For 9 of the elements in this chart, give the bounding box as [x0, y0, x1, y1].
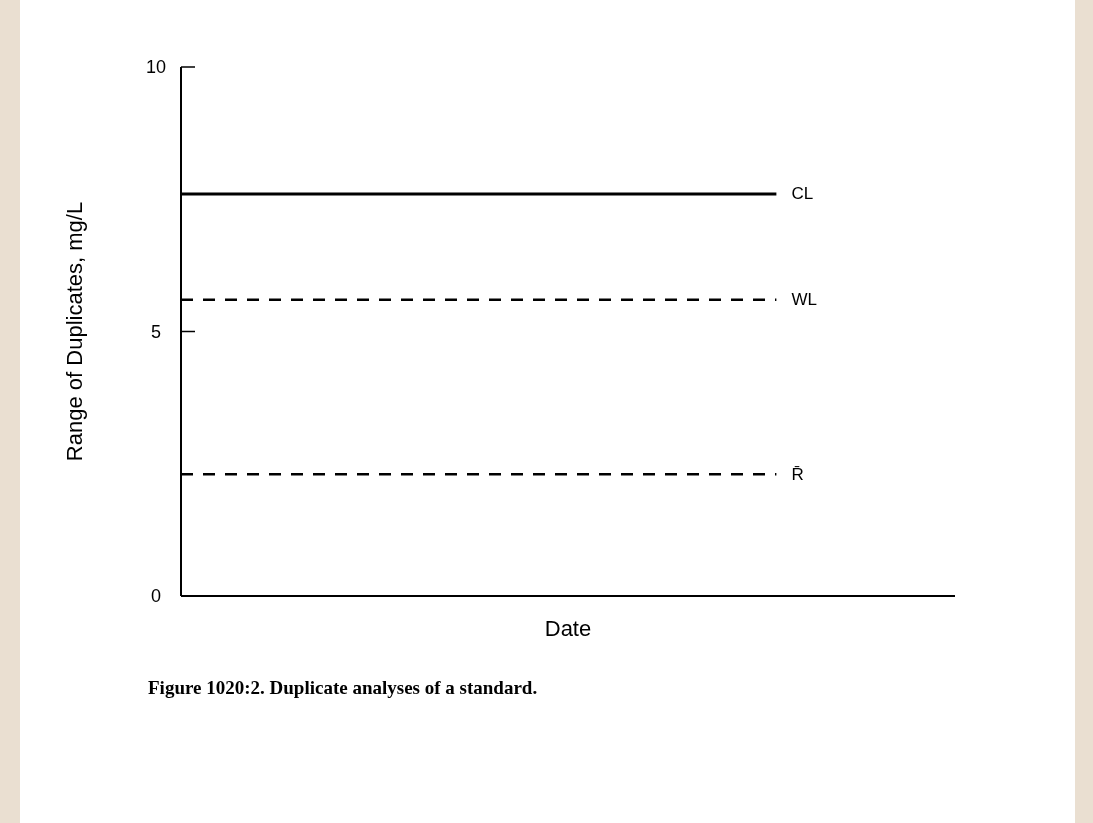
y-tick-label: 0 [150, 586, 162, 606]
y-tick-label: 10 [145, 57, 167, 77]
y-tick-label: 5 [150, 321, 162, 342]
caption: Figure 1020:2. Duplicate analyses of a standard. [148, 677, 538, 698]
series-label: R̄ [791, 464, 804, 484]
y-axis-title: Range of Duplicates, mg/L [62, 201, 87, 462]
series-label: WL [791, 290, 817, 310]
x-axis-title: Date [544, 616, 592, 641]
series-label: CL [791, 184, 814, 204]
